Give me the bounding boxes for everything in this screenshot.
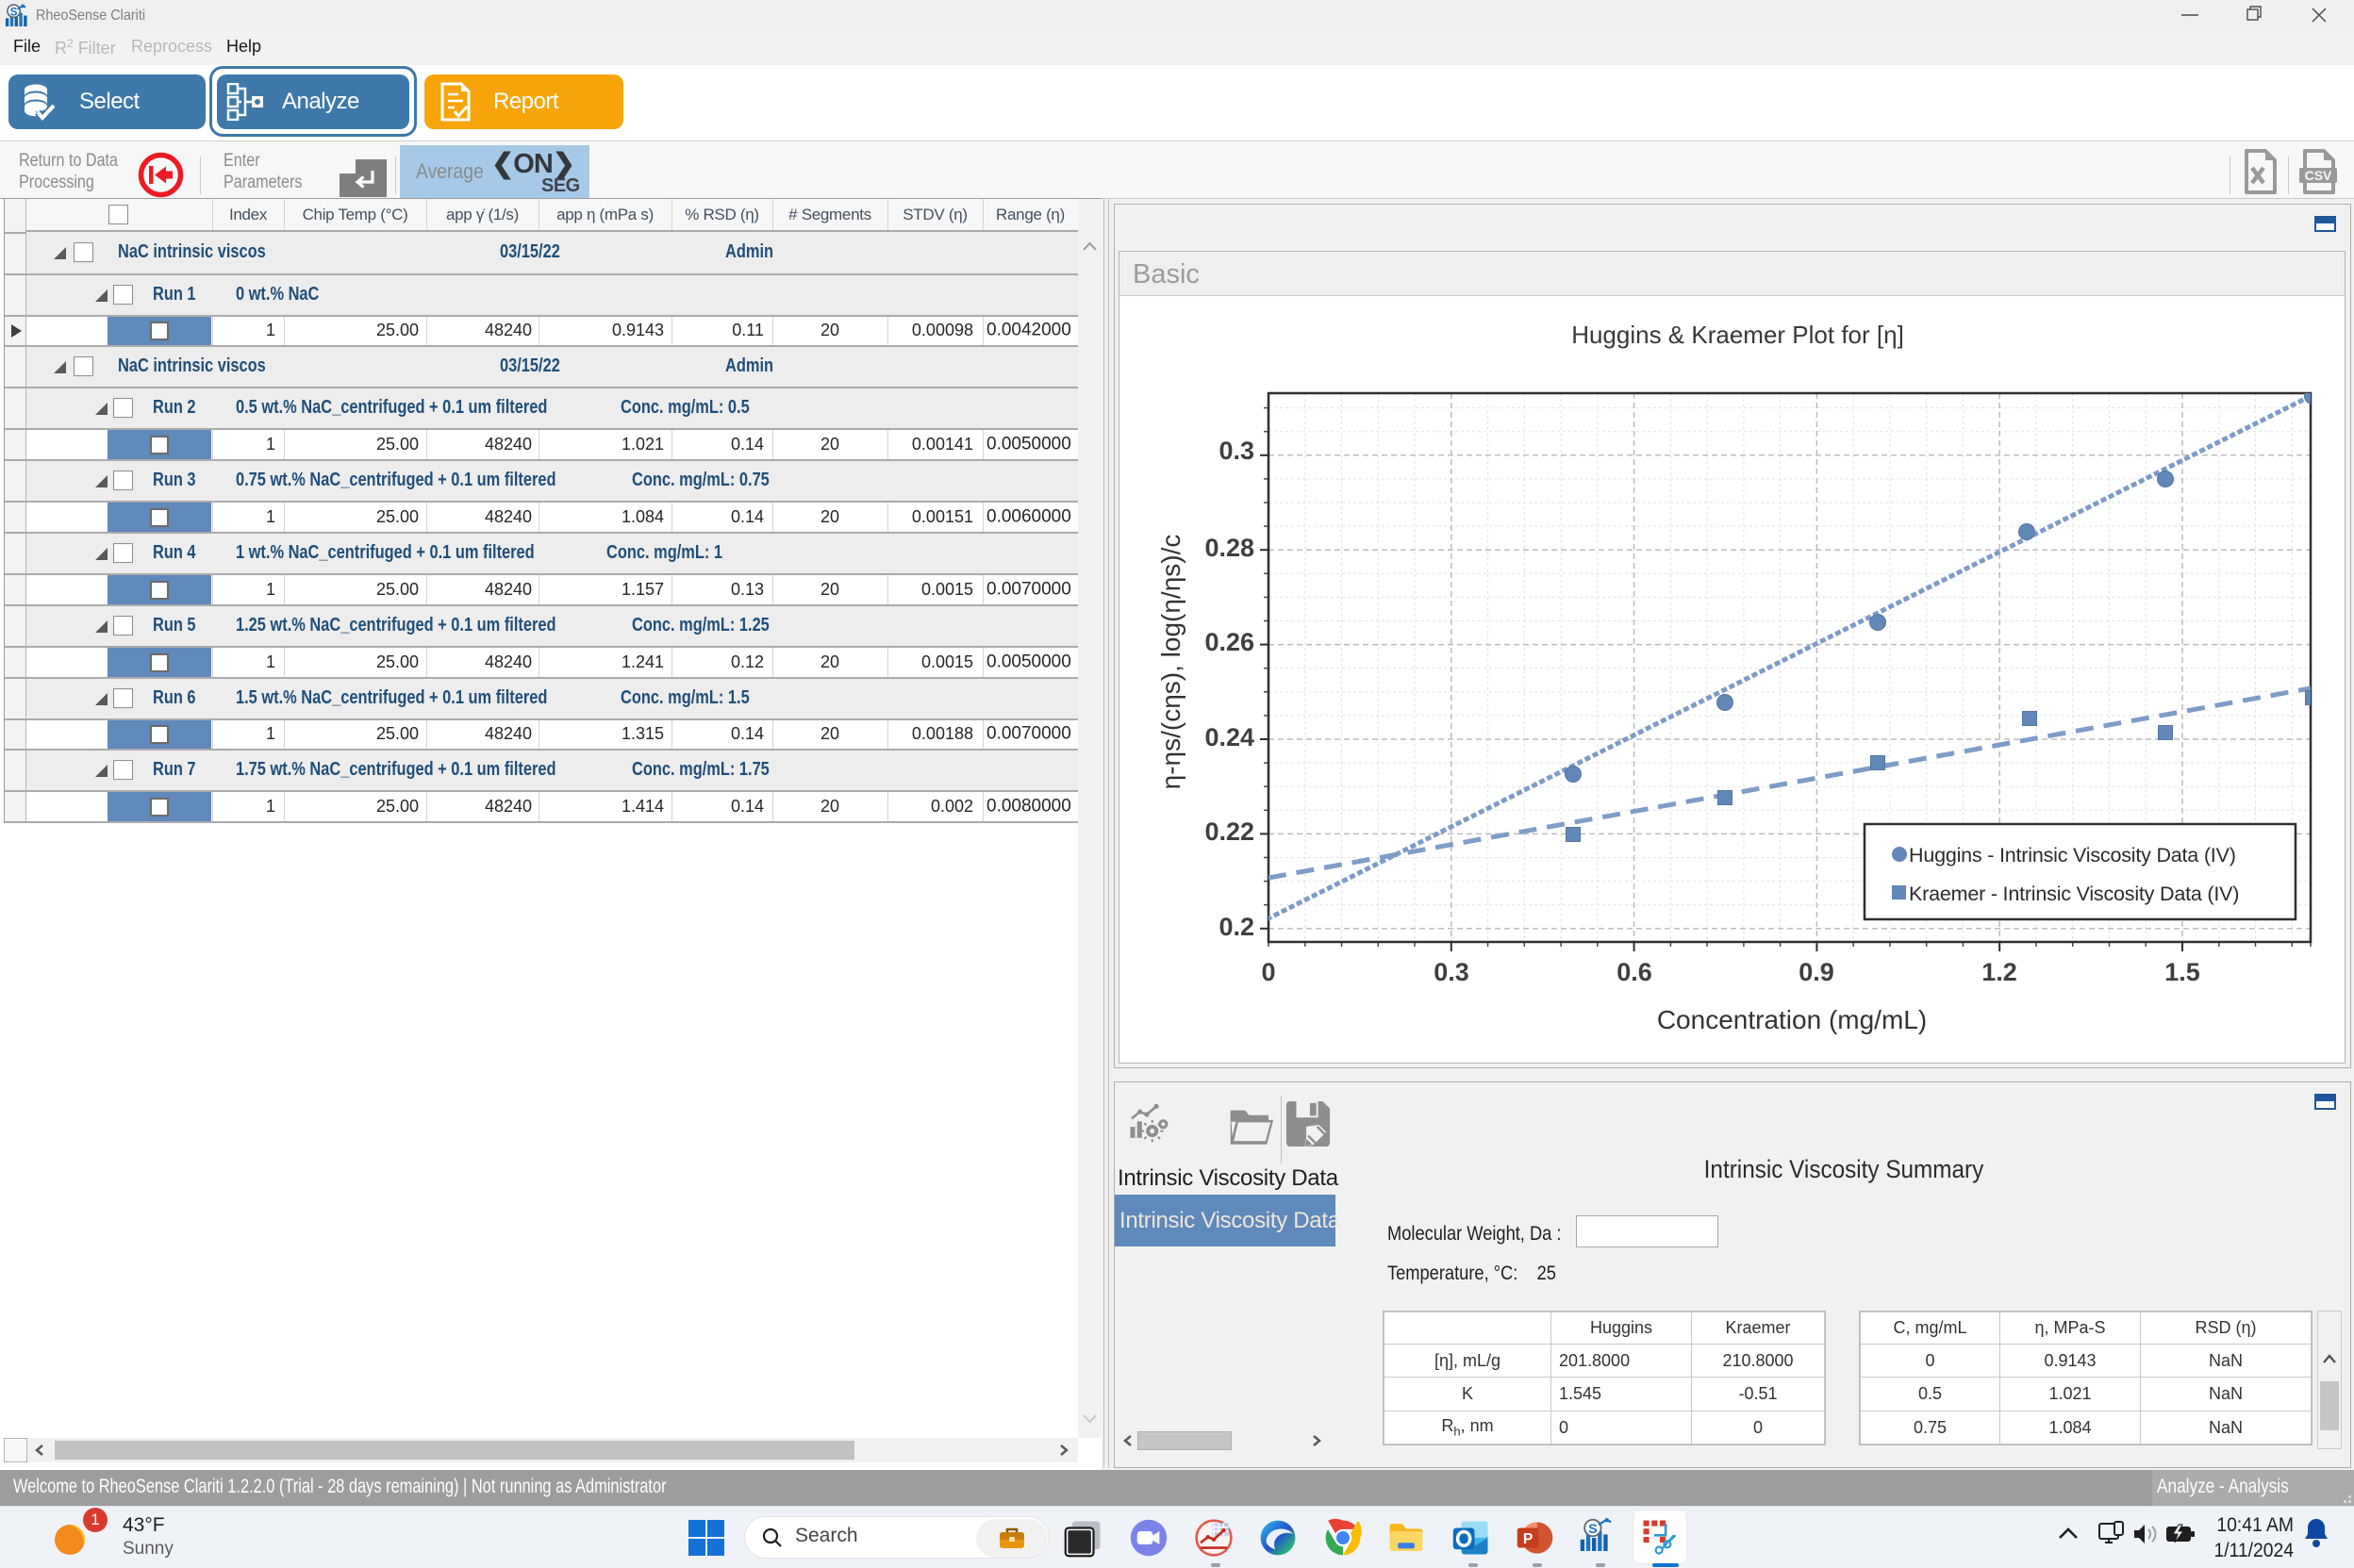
svg-text:S: S [1588,1521,1597,1536]
svg-text:S: S [10,8,18,19]
svg-text:CSV: CSV [2305,168,2332,183]
svg-text:Huggins - Intrinsic Viscosity: Huggins - Intrinsic Viscosity Data (IV) [1909,844,2236,867]
svg-text:Kraemer - Intrinsic Viscosity: Kraemer - Intrinsic Viscosity Data (IV) [1909,883,2239,905]
svg-text:P: P [1523,1531,1533,1547]
